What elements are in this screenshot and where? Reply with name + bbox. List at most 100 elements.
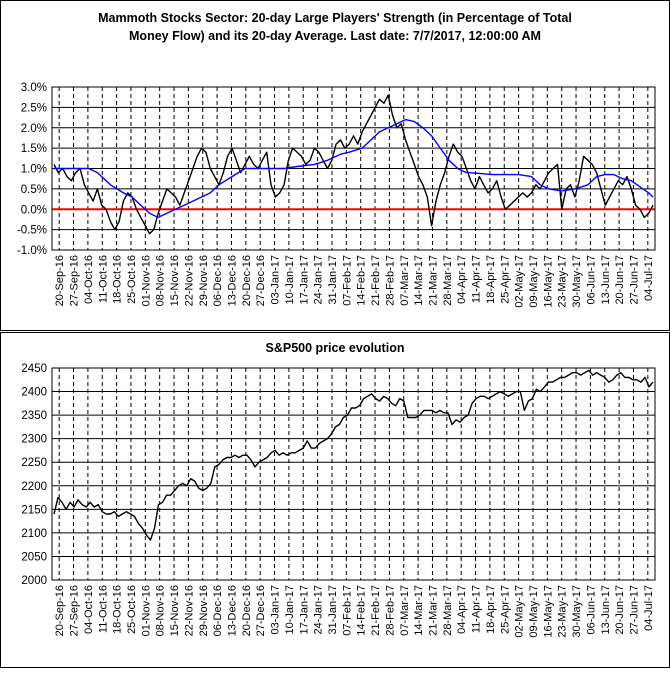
top-x-tick-label: 22-Nov-16 <box>183 255 195 306</box>
top-x-tick-label: 16-May-17 <box>542 255 554 308</box>
bottom-x-tick-label: 25-Oct-16 <box>126 585 138 634</box>
bottom-plot-frame <box>51 367 656 581</box>
bottom-y-tick-label: 2400 <box>21 387 47 399</box>
top-x-tick-label: 02-May-17 <box>514 255 526 308</box>
bottom-x-tick-label: 20-Dec-16 <box>241 585 253 636</box>
bottom-x-tick-label: 24-Jan-17 <box>313 585 325 635</box>
bottom-plot-area: 2000 2050 2100 2150 2200 2250 2300 2350 2400 2450… <box>21 363 656 638</box>
top-x-tick-label: 23-May-17 <box>557 255 569 308</box>
top-x-tick-label: 20-Sep-16 <box>54 255 66 306</box>
top-x-tick-label: 13-Jun-17 <box>600 255 612 305</box>
top-x-tick-label: 31-Jan-17 <box>327 255 339 305</box>
bottom-x-tick-label: 28-Mar-17 <box>442 585 454 636</box>
bottom-x-tick-label: 10-Jan-17 <box>284 585 296 635</box>
bottom-x-tick-label: 04-Apr-17 <box>456 585 468 634</box>
top-y-tick-label: 3.0% <box>21 82 47 94</box>
bottom-x-tick-label: 13-Dec-16 <box>226 585 238 636</box>
bottom-x-tick-label: 18-Apr-17 <box>485 585 497 634</box>
bottom-x-tick-label: 17-Jan-17 <box>298 585 310 635</box>
bottom-x-tick-label: 28-Feb-17 <box>384 585 396 636</box>
top-x-tick-label: 11-Apr-17 <box>471 255 483 303</box>
top-x-tick-label: 06-Dec-16 <box>212 255 224 306</box>
bottom-y-tick-label: 2000 <box>21 575 47 587</box>
bottom-x-tick-label: 04-Oct-16 <box>83 585 95 634</box>
bottom-y-tick-label: 2450 <box>21 363 47 375</box>
top-x-tick-label: 17-Jan-17 <box>298 255 310 305</box>
top-x-tick-label: 25-Oct-16 <box>126 255 138 304</box>
top-y-tick-label: 2.5% <box>21 102 47 114</box>
bottom-y-tick-label: 2250 <box>21 457 47 469</box>
bottom-y-tick-label: 2050 <box>21 551 47 563</box>
top-x-tick-label: 18-Oct-16 <box>112 255 124 304</box>
top-x-tick-label: 14-Mar-17 <box>413 255 425 306</box>
top-x-tick-label: 09-May-17 <box>528 255 540 308</box>
bottom-x-tick-label: 07-Mar-17 <box>399 585 411 636</box>
top-x-tick-label: 08-Nov-16 <box>155 255 167 306</box>
top-series-line-0 <box>53 94 654 235</box>
bottom-x-tick-label: 15-Nov-16 <box>169 585 181 636</box>
top-x-tick-label: 04-Oct-16 <box>83 255 95 304</box>
bottom-x-tick-label: 20-Sep-16 <box>54 585 66 636</box>
top-y-tick-label: 0.5% <box>21 184 47 196</box>
top-series-line-1 <box>54 118 654 219</box>
top-x-tick-label: 28-Mar-17 <box>442 255 454 306</box>
bottom-series-line-0 <box>53 369 654 541</box>
top-x-tick-label: 06-Jun-17 <box>585 255 597 305</box>
bottom-x-tick-label: 23-May-17 <box>557 585 569 638</box>
top-x-tick-label: 21-Feb-17 <box>370 255 382 306</box>
bottom-x-tick-label: 21-Feb-17 <box>370 585 382 636</box>
bottom-x-tick-label: 22-Nov-16 <box>183 585 195 636</box>
top-x-tick-label: 27-Jun-17 <box>628 255 640 305</box>
bottom-x-tick-label: 27-Dec-16 <box>255 585 267 636</box>
top-x-tick-label: 07-Feb-17 <box>341 255 353 306</box>
top-x-tick-label: 04-Jul-17 <box>643 255 655 301</box>
top-x-tick-label: 13-Dec-16 <box>226 255 238 306</box>
top-x-tick-label: 15-Nov-16 <box>169 255 181 306</box>
bottom-x-tick-label: 29-Nov-16 <box>198 585 210 636</box>
bottom-x-tick-label: 11-Apr-17 <box>471 585 483 633</box>
top-y-tick-label: 2.0% <box>21 123 47 135</box>
bottom-x-tick-label: 27-Sep-16 <box>69 585 81 636</box>
bottom-x-tick-label: 21-Mar-17 <box>427 585 439 636</box>
bottom-x-tick-label: 01-Nov-16 <box>140 585 152 636</box>
top-y-tick-label: 1.5% <box>21 143 47 155</box>
bottom-x-tick-label: 31-Jan-17 <box>327 585 339 635</box>
top-x-tick-label: 21-Mar-17 <box>427 255 439 306</box>
top-chart-title-line1: Mammoth Stocks Sector: 20-day Large Play… <box>98 11 572 25</box>
top-y-tick-label: -0.5% <box>17 225 47 237</box>
top-y-tick-label: 1.0% <box>21 164 47 176</box>
top-x-tick-label: 04-Apr-17 <box>456 255 468 304</box>
top-x-tick-label: 27-Dec-16 <box>255 255 267 306</box>
top-x-tick-label: 20-Dec-16 <box>241 255 253 306</box>
top-x-tick-label: 30-May-17 <box>571 255 583 308</box>
bottom-x-tick-label: 20-Jun-17 <box>614 585 626 635</box>
bottom-x-tick-label: 13-Jun-17 <box>600 585 612 635</box>
top-x-tick-label: 24-Jan-17 <box>313 255 325 305</box>
bottom-x-tick-label: 16-May-17 <box>542 585 554 638</box>
bottom-y-tick-label: 2100 <box>21 528 47 540</box>
top-x-tick-label: 03-Jan-17 <box>270 255 282 305</box>
top-x-tick-label: 27-Sep-16 <box>69 255 81 306</box>
bottom-y-tick-label: 2300 <box>21 434 47 446</box>
top-x-tick-label: 28-Feb-17 <box>384 255 396 306</box>
top-x-tick-label: 11-Oct-16 <box>97 255 109 303</box>
bottom-x-tick-label: 18-Oct-16 <box>112 585 124 634</box>
bottom-x-tick-label: 14-Mar-17 <box>413 585 425 636</box>
bottom-x-tick-label: 25-Apr-17 <box>499 585 511 634</box>
bottom-y-tick-label: 2350 <box>21 410 47 422</box>
top-x-tick-label: 29-Nov-16 <box>198 255 210 306</box>
bottom-x-tick-label: 02-May-17 <box>514 585 526 638</box>
bottom-x-tick-label: 11-Oct-16 <box>97 585 109 633</box>
bottom-x-tick-label: 06-Dec-16 <box>212 585 224 636</box>
bottom-x-tick-label: 03-Jan-17 <box>270 585 282 635</box>
bottom-x-tick-label: 14-Feb-17 <box>356 585 368 636</box>
bottom-x-tick-label: 04-Jul-17 <box>643 585 655 631</box>
top-x-tick-label: 10-Jan-17 <box>284 255 296 305</box>
bottom-x-tick-label: 09-May-17 <box>528 585 540 638</box>
bottom-y-tick-label: 2150 <box>21 504 47 516</box>
bottom-plot-border <box>51 367 656 581</box>
bottom-x-tick-label: 08-Nov-16 <box>155 585 167 636</box>
bottom-x-tick-label: 27-Jun-17 <box>628 585 640 635</box>
